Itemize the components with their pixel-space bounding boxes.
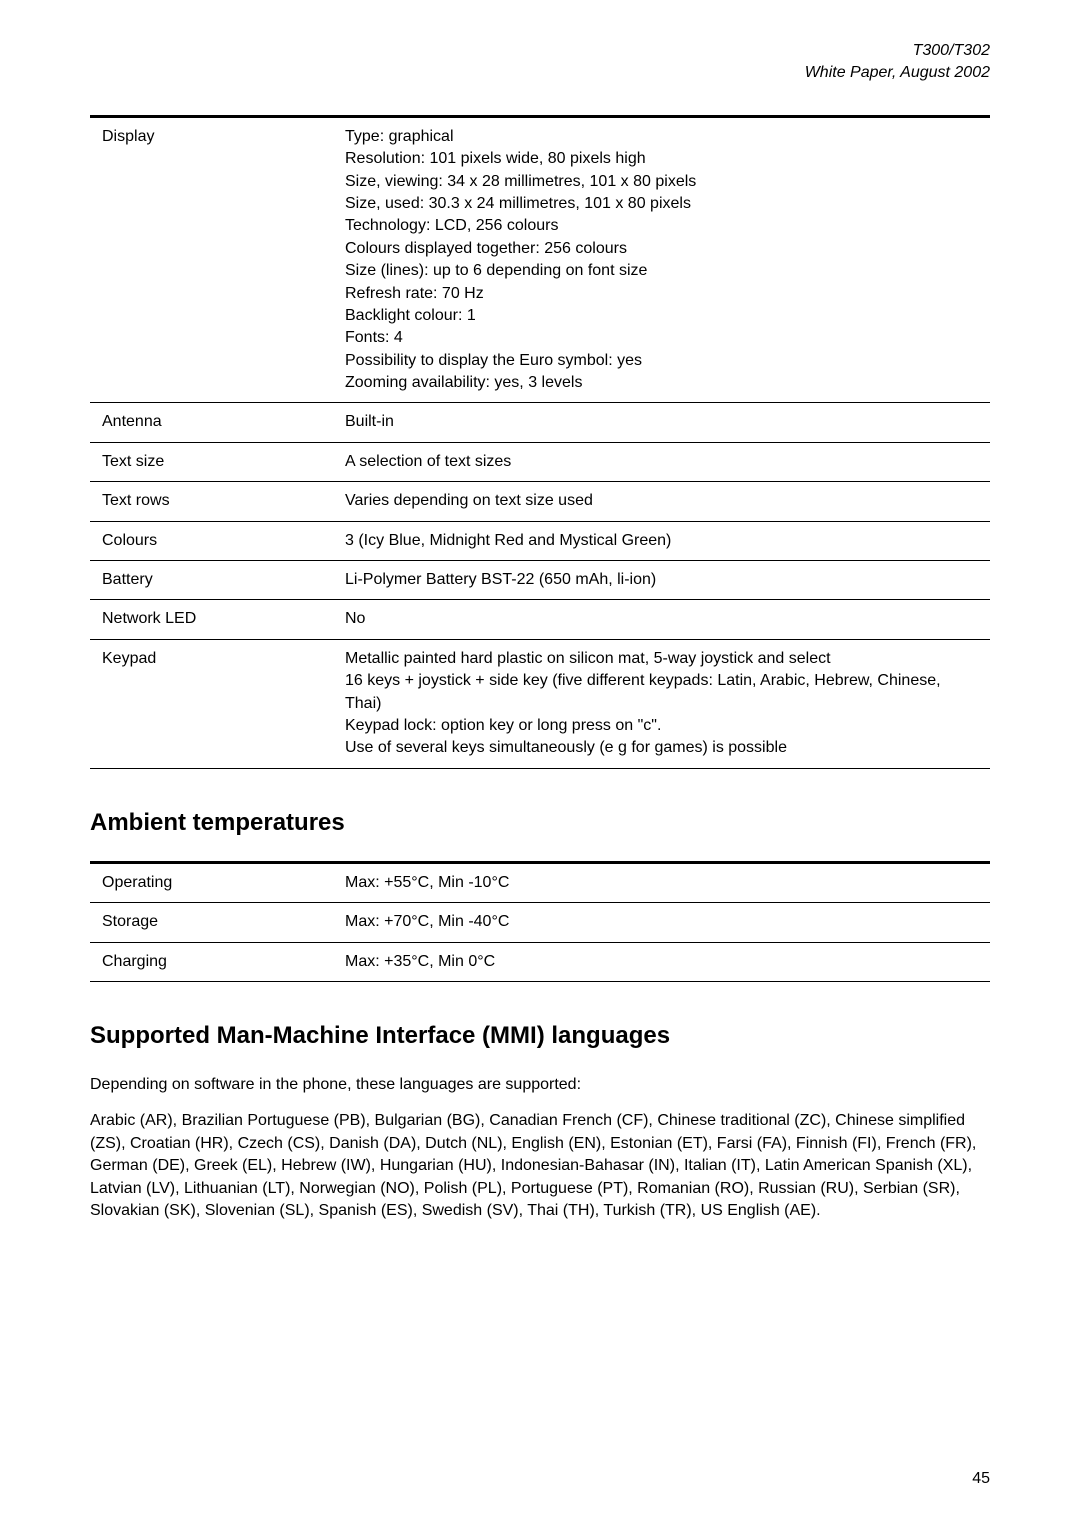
page-number: 45: [972, 1470, 990, 1488]
table-row: Text size A selection of text sizes: [90, 442, 990, 481]
header-line1: T300/T302: [90, 40, 990, 62]
spec-label: Antenna: [90, 403, 333, 442]
spec-label: Battery: [90, 561, 333, 600]
spec-label: Text rows: [90, 482, 333, 521]
header-line2: White Paper, August 2002: [90, 62, 990, 84]
temp-value: Max: +70°C, Min -40°C: [333, 903, 990, 942]
table-row: Battery Li-Polymer Battery BST-22 (650 m…: [90, 561, 990, 600]
specs-table: Display Type: graphical Resolution: 101 …: [90, 115, 990, 769]
spec-value: Type: graphical Resolution: 101 pixels w…: [333, 116, 990, 403]
table-row: Colours 3 (Icy Blue, Midnight Red and My…: [90, 521, 990, 560]
document-header: T300/T302 White Paper, August 2002: [90, 40, 990, 85]
mmi-heading: Supported Man-Machine Interface (MMI) la…: [90, 1022, 990, 1050]
table-row: Keypad Metallic painted hard plastic on …: [90, 639, 990, 768]
spec-label: Text size: [90, 442, 333, 481]
table-row: Text rows Varies depending on text size …: [90, 482, 990, 521]
temp-label: Storage: [90, 903, 333, 942]
table-row: Network LED No: [90, 600, 990, 639]
table-row: Storage Max: +70°C, Min -40°C: [90, 903, 990, 942]
spec-value: No: [333, 600, 990, 639]
temp-label: Charging: [90, 942, 333, 981]
spec-value: 3 (Icy Blue, Midnight Red and Mystical G…: [333, 521, 990, 560]
temperature-table: Operating Max: +55°C, Min -10°C Storage …: [90, 861, 990, 982]
spec-label: Network LED: [90, 600, 333, 639]
temp-value: Max: +35°C, Min 0°C: [333, 942, 990, 981]
mmi-intro: Depending on software in the phone, thes…: [90, 1074, 990, 1096]
ambient-heading: Ambient temperatures: [90, 809, 990, 837]
spec-value: Li-Polymer Battery BST-22 (650 mAh, li-i…: [333, 561, 990, 600]
mmi-body: Arabic (AR), Brazilian Portuguese (PB), …: [90, 1110, 990, 1222]
spec-label: Keypad: [90, 639, 333, 768]
table-row: Operating Max: +55°C, Min -10°C: [90, 862, 990, 902]
spec-value: Metallic painted hard plastic on silicon…: [333, 639, 990, 768]
spec-label: Display: [90, 116, 333, 403]
spec-value: Varies depending on text size used: [333, 482, 990, 521]
temp-value: Max: +55°C, Min -10°C: [333, 862, 990, 902]
spec-value: Built-in: [333, 403, 990, 442]
temp-label: Operating: [90, 862, 333, 902]
spec-label: Colours: [90, 521, 333, 560]
table-row: Antenna Built-in: [90, 403, 990, 442]
spec-value: A selection of text sizes: [333, 442, 990, 481]
table-row: Charging Max: +35°C, Min 0°C: [90, 942, 990, 981]
table-row: Display Type: graphical Resolution: 101 …: [90, 116, 990, 403]
